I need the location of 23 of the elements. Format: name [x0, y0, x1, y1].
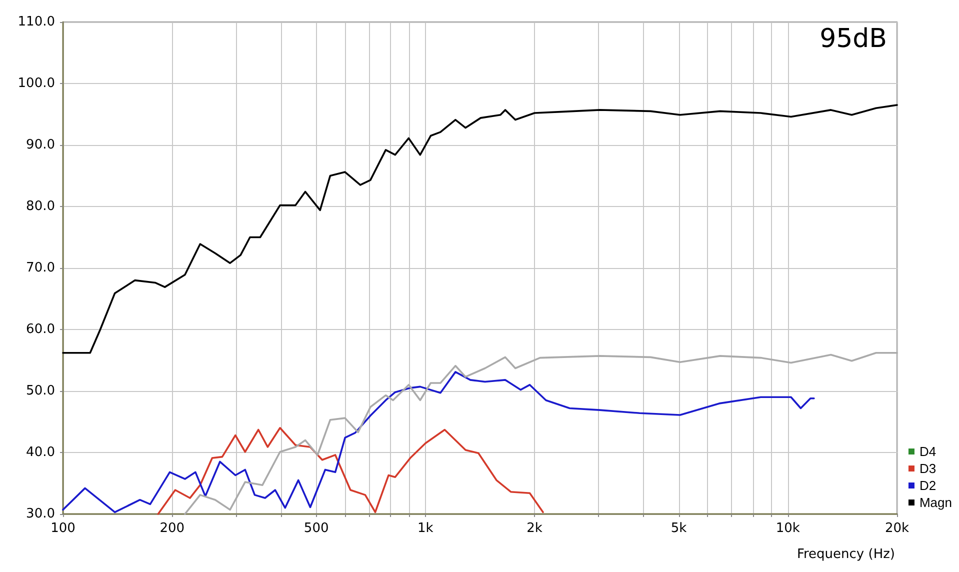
y-tick-label: 110.0: [18, 14, 55, 30]
legend-label: D3: [919, 461, 936, 476]
x-axis-title: Frequency (Hz): [796, 547, 896, 562]
y-tick-label: 60.0: [26, 322, 55, 337]
x-tick-label: 500: [304, 521, 329, 536]
legend-label: Magn: [919, 495, 952, 510]
x-tick-label: 200: [160, 521, 185, 536]
y-tick-label: 30.0: [26, 506, 55, 522]
y-tick-label: 90.0: [26, 138, 55, 152]
x-tick-label: 1k: [418, 521, 434, 536]
y-tick-label: 80.0: [26, 199, 55, 214]
x-tick-label: 10k: [776, 521, 800, 536]
annotation: 95dB: [820, 24, 888, 54]
x-tick-label: 20k: [884, 521, 910, 536]
legend-label: D4: [919, 444, 936, 459]
x-tick-label: 5k: [670, 521, 688, 536]
y-tick-label: 70.0: [26, 260, 55, 276]
x-tick-label: 100: [50, 521, 76, 536]
x-tick-label: 2k: [526, 521, 543, 536]
legend-label: D2: [919, 478, 936, 493]
y-tick-label: 50.0: [26, 384, 55, 398]
y-tick-label: 100.0: [18, 76, 55, 91]
y-tick-label: 40.0: [26, 445, 55, 460]
